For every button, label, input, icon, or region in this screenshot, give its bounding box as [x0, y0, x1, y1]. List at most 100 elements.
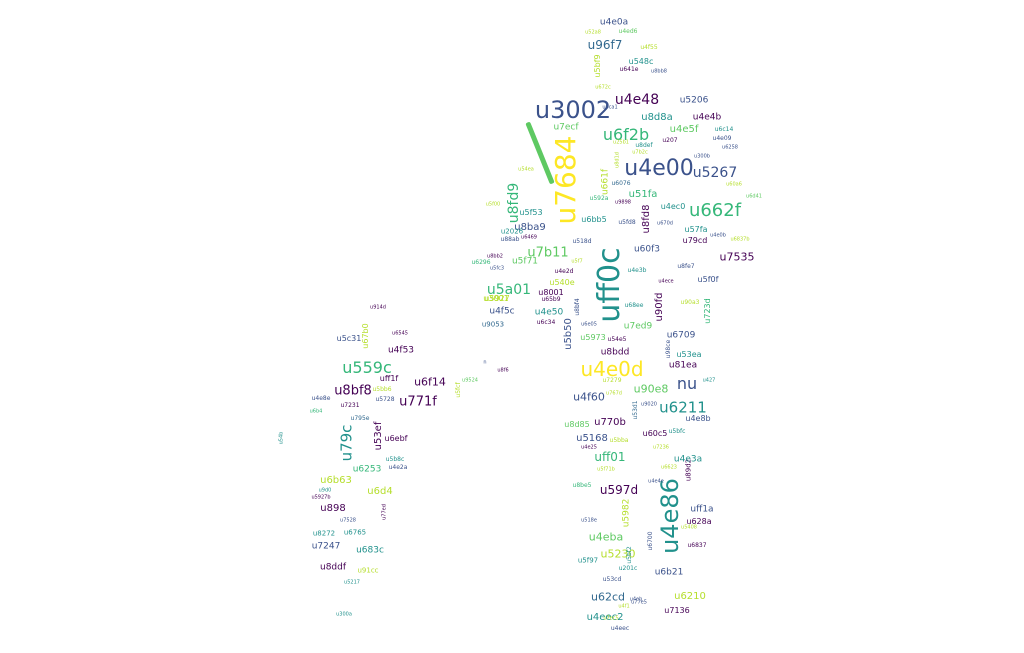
word: u65b9 — [541, 296, 561, 303]
word: u4e3a — [673, 454, 703, 465]
word: u4e5f — [669, 124, 699, 135]
word: u3002 — [534, 96, 612, 124]
word: u4e09 — [712, 135, 732, 142]
word: u8d85 — [564, 420, 590, 429]
word: u548c — [628, 57, 654, 66]
word: u4e0d — [580, 357, 644, 381]
word: u8bb2 — [487, 253, 503, 260]
word: u723d — [703, 298, 712, 324]
word: u57fa — [684, 225, 708, 234]
word: u6837 — [687, 542, 707, 549]
word: u5217 — [344, 579, 360, 586]
word: u661f — [600, 168, 611, 196]
word: u60a6 — [726, 181, 742, 188]
word: u5728 — [375, 396, 395, 403]
word: u6709 — [666, 330, 696, 341]
word: u6076 — [611, 180, 631, 187]
word: u8001 — [538, 288, 564, 297]
word: u5fcf — [455, 382, 462, 398]
word: u4e4e — [648, 478, 664, 485]
word: u62cd — [591, 590, 625, 604]
word: u683c — [356, 545, 384, 556]
word: u60c5 — [642, 429, 668, 438]
word: u5c31 — [336, 334, 362, 343]
word: u6f14 — [414, 375, 446, 389]
word: u6258 — [722, 144, 738, 151]
word: u6ebf — [384, 434, 408, 443]
word: n — [483, 359, 487, 366]
word: u6d4 — [367, 486, 393, 497]
word: u518e — [581, 517, 597, 524]
word: u5f71b — [597, 466, 615, 473]
word: u7ed9 — [623, 321, 653, 332]
word: u7ec5 — [603, 615, 619, 622]
word: u53ea — [676, 350, 702, 359]
word: u6d41 — [746, 193, 762, 200]
word: u8fe7 — [677, 263, 695, 270]
word: u91cc — [357, 566, 379, 575]
word: u7684 — [549, 135, 582, 225]
word: u8bb8 — [651, 68, 667, 75]
word: u5fd8 — [618, 219, 636, 226]
word: u7528 — [340, 517, 356, 524]
word: u4e86 — [656, 478, 684, 554]
word: u641e — [619, 66, 639, 73]
word: u5f53 — [519, 208, 543, 217]
word: u3001 — [483, 294, 509, 303]
word: u4e4b — [692, 112, 722, 123]
word: u6b4 — [309, 408, 323, 415]
word: u7231 — [340, 402, 360, 409]
word: u767d — [606, 390, 622, 397]
word: u96f7 — [587, 38, 623, 52]
word: u7ecf — [553, 122, 579, 133]
word: u8bf8 — [334, 383, 372, 399]
word: u90a3 — [680, 299, 700, 306]
word: u6f2b — [602, 125, 650, 144]
word: u5267 — [692, 165, 738, 181]
word: u98ce — [665, 339, 672, 359]
word: u4e25 — [581, 444, 597, 451]
word: u4eb — [629, 596, 643, 603]
word: u6837b — [730, 236, 750, 243]
word: u6ca1 — [602, 104, 618, 111]
word: u2026 — [500, 227, 524, 236]
word: u5f71 — [511, 256, 539, 267]
word: u67b0 — [361, 323, 370, 349]
word: u7b11 — [527, 245, 569, 261]
word: u79cd — [682, 236, 708, 245]
word: u4eec2 — [586, 612, 624, 623]
word: u7136 — [664, 606, 690, 615]
word: u7236 — [653, 444, 669, 451]
word: u8bdd — [600, 347, 630, 358]
word: u5f7 — [571, 258, 583, 265]
word: u518d — [572, 238, 592, 245]
word: u4f55 — [640, 44, 658, 51]
word: u6765 — [343, 528, 367, 537]
word: u597d — [599, 483, 639, 497]
word: nu — [676, 374, 698, 393]
word: u9d0 — [318, 487, 332, 494]
word: u5230 — [600, 547, 636, 561]
word: u54b — [278, 431, 285, 445]
word: u5f00 — [485, 201, 501, 208]
word: u54ea — [518, 166, 534, 173]
word: u90e8 — [633, 382, 669, 396]
word: u8f6 — [497, 367, 509, 374]
word: u770b — [594, 417, 626, 428]
word: u4e2a — [388, 464, 408, 471]
word: u4eec — [610, 625, 630, 632]
word: u5b50 — [563, 318, 574, 350]
word: u4eba — [588, 530, 624, 544]
word: u300b — [694, 153, 710, 160]
word: u5bf9 — [593, 54, 602, 78]
word: u6545 — [392, 330, 408, 337]
word: u5168 — [576, 433, 608, 444]
word: u6296 — [471, 259, 491, 266]
word: u201c — [618, 565, 638, 572]
word: u53cd — [602, 576, 622, 583]
word: u8d8a — [641, 112, 673, 123]
word: u628a — [686, 517, 712, 526]
word: u52a8 — [585, 29, 601, 36]
word: u53d1 — [632, 400, 639, 420]
word: u6e05 — [581, 321, 597, 328]
